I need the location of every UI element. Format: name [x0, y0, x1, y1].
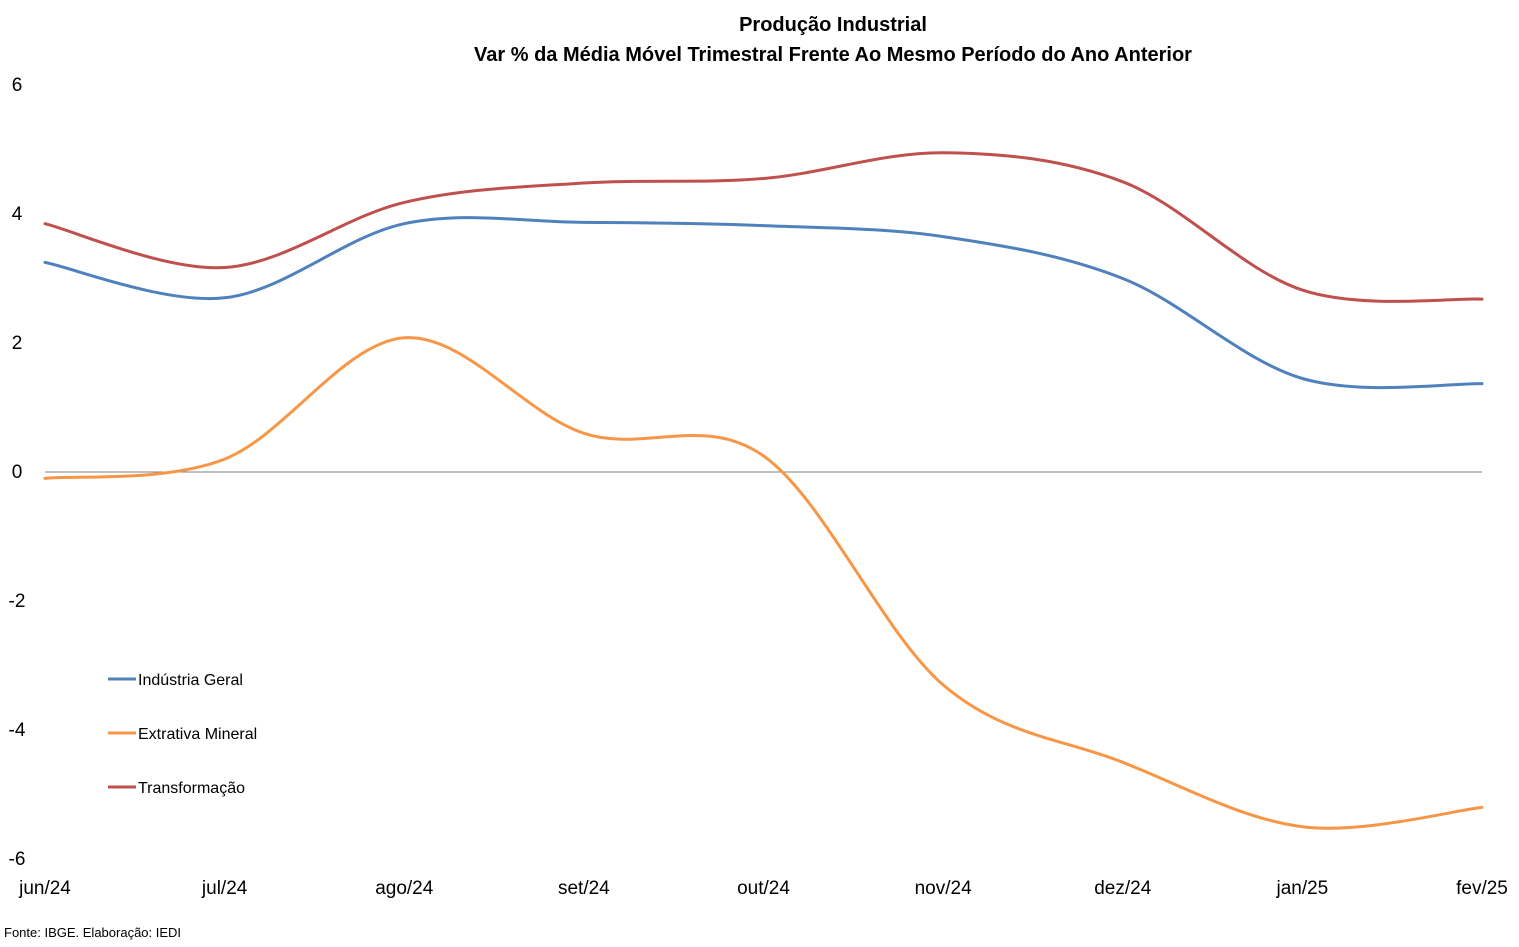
x-tick-label: ago/24 — [375, 878, 434, 899]
x-axis-tick-labels: jun/24 jul/24 ago/24 set/24 out/24 nov/24 dez/… — [18, 878, 1508, 899]
legend-label-extrativa-mineral: Extrativa Mineral — [138, 726, 257, 743]
x-tick-label: fev/25 — [1456, 878, 1508, 899]
y-tick-label: 4 — [12, 204, 23, 225]
y-tick-label: -2 — [9, 591, 26, 612]
series-line-extrativa-mineral — [43, 336, 1484, 830]
x-tick-label: jun/24 — [18, 878, 71, 899]
x-tick-label: set/24 — [558, 878, 610, 899]
y-tick-label: -4 — [9, 720, 26, 741]
y-tick-label: 0 — [12, 462, 23, 483]
chart-title: Produção Industrial — [739, 14, 927, 36]
series-lines — [43, 151, 1484, 830]
y-tick-label: -6 — [9, 849, 26, 870]
chart-subtitle: Var % da Média Móvel Trimestral Frente A… — [474, 44, 1192, 66]
x-tick-label: nov/24 — [915, 878, 972, 899]
series-line-industria-geral — [43, 216, 1484, 390]
y-tick-label: 2 — [12, 333, 23, 354]
legend-label-industria-geral: Indústria Geral — [138, 672, 243, 689]
legend: Indústria Geral Extrativa Mineral Transfor… — [108, 672, 257, 797]
source-note: Fonte: IBGE. Elaboração: IEDI — [4, 925, 181, 940]
y-axis-tick-labels: 6 4 2 0 -2 -4 -6 — [9, 75, 26, 870]
series-line-transformacao — [43, 151, 1484, 303]
x-tick-label: dez/24 — [1094, 878, 1151, 899]
x-tick-label: jan/25 — [1275, 878, 1328, 899]
legend-label-transformacao: Transformação — [138, 780, 245, 797]
x-tick-label: jul/24 — [201, 878, 248, 899]
y-tick-label: 6 — [12, 75, 23, 96]
x-tick-label: out/24 — [737, 878, 790, 899]
